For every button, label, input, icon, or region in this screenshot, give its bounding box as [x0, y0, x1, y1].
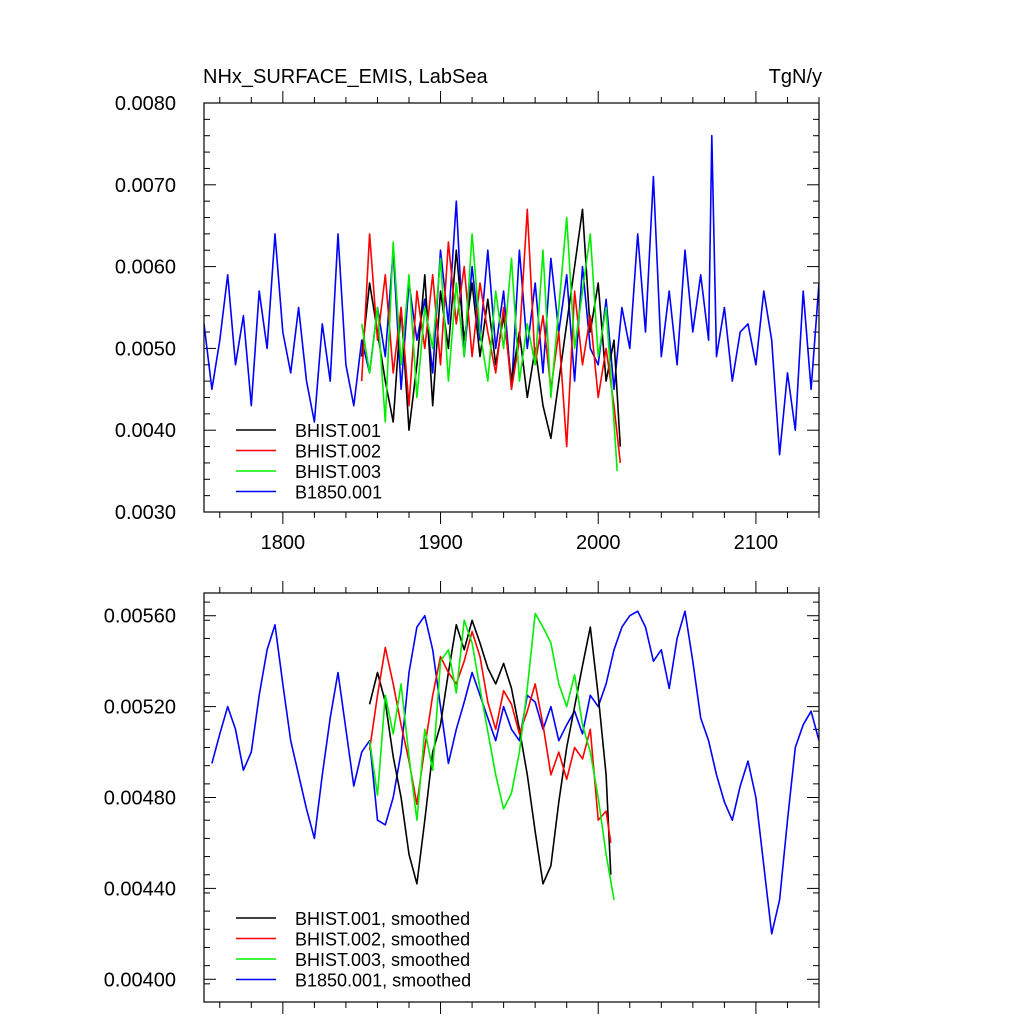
y-tick-label: 0.00480 — [104, 788, 176, 810]
series-line-3 — [204, 134, 819, 456]
series-line-1 — [360, 208, 622, 463]
y-tick-label: 0.00520 — [104, 697, 176, 719]
bottom-plot-frame — [203, 592, 820, 1003]
top-y-tick-labels: 0.0030 0.0040 0.0050 0.0060 0.0070 0.0080 — [115, 93, 176, 524]
y-tick-label: 0.0080 — [115, 93, 176, 115]
y-tick-label: 0.0030 — [115, 502, 176, 524]
legend-label: BHIST.002, smoothed — [295, 930, 470, 950]
series-line-1 — [368, 630, 612, 844]
series-line-0 — [368, 619, 612, 885]
bottom-ticks — [204, 581, 820, 1014]
y-tick-label: 0.00400 — [104, 969, 176, 991]
legend-label: B1850.001, smoothed — [295, 971, 471, 991]
top-series-lines — [204, 134, 819, 472]
series-line-0 — [360, 208, 622, 447]
top-title: NHx_SURFACE_EMIS, LabSea — [203, 66, 488, 88]
legend-label: B1850.001 — [295, 483, 382, 503]
x-tick-label: 1900 — [418, 532, 463, 554]
y-tick-label: 0.0060 — [115, 257, 176, 279]
legend-label: BHIST.003, smoothed — [295, 950, 470, 970]
bottom-panel: 0.00400 0.00440 0.00480 0.00520 0.00560 BHIS… — [104, 581, 820, 1014]
top-units: TgN/y — [769, 66, 822, 88]
top-plot-frame — [203, 102, 820, 513]
y-tick-label: 0.0050 — [115, 338, 176, 360]
legend-label: BHIST.002 — [295, 442, 381, 462]
y-tick-label: 0.00560 — [104, 606, 176, 628]
top-x-tick-labels: 1800 1900 2000 2100 — [261, 532, 779, 554]
series-line-2 — [360, 216, 618, 472]
y-tick-label: 0.0070 — [115, 175, 176, 197]
y-tick-label: 0.0040 — [115, 420, 176, 442]
series-line-3 — [211, 610, 819, 935]
bottom-y-tick-labels: 0.00400 0.00440 0.00480 0.00520 0.00560 — [104, 606, 176, 992]
top-panel: NHx_SURFACE_EMIS, LabSea TgN/y 1800 1900 2… — [115, 66, 822, 554]
legend-label: BHIST.001, smoothed — [295, 909, 470, 929]
x-tick-label: 2000 — [576, 532, 621, 554]
legend-label: BHIST.001 — [295, 421, 381, 441]
x-tick-label: 1800 — [261, 532, 306, 554]
x-tick-label: 2100 — [734, 532, 779, 554]
top-ticks — [204, 91, 820, 524]
y-tick-label: 0.00440 — [104, 878, 176, 900]
series-line-2 — [368, 612, 615, 900]
legend-label: BHIST.003 — [295, 462, 381, 482]
bottom-series-lines — [211, 610, 819, 935]
